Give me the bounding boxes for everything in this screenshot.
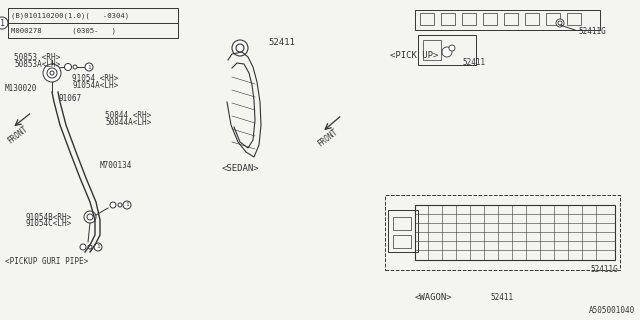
Circle shape [118,203,122,207]
Circle shape [556,19,564,27]
Text: <PICKUP GURI PIPE>: <PICKUP GURI PIPE> [5,258,88,267]
Text: 50844A<LH>: 50844A<LH> [105,117,151,126]
Text: 52411: 52411 [268,37,295,46]
Bar [567,13,581,25]
Circle shape [94,243,102,251]
Text: M000278       (0305-   ): M000278 (0305- ) [11,27,116,34]
Circle shape [50,71,54,75]
Text: 52411: 52411 [462,58,485,67]
Text: M700134: M700134 [100,161,132,170]
Text: 91054 <RH>: 91054 <RH> [72,74,118,83]
Circle shape [449,45,455,51]
Text: (B)010110200(1.0)(   -0304): (B)010110200(1.0)( -0304) [11,12,129,19]
Bar [8,8,178,38]
Text: 1: 1 [125,203,129,207]
Circle shape [0,17,8,29]
Text: 91054B<RH>: 91054B<RH> [25,212,71,221]
Circle shape [110,202,116,208]
Bar [388,210,418,252]
Bar [415,10,600,30]
Bar [423,40,441,60]
Bar [418,35,476,65]
Text: <WAGON>: <WAGON> [415,293,452,302]
Text: <SEDAN>: <SEDAN> [222,164,260,172]
Text: 50844 <RH>: 50844 <RH> [105,110,151,119]
Circle shape [43,64,61,82]
Text: <PICK UP>: <PICK UP> [390,51,438,60]
Text: 52411G: 52411G [578,27,605,36]
Circle shape [88,245,92,249]
Circle shape [47,68,57,78]
Circle shape [87,214,93,220]
Circle shape [123,201,131,209]
Text: 1: 1 [87,65,91,69]
Circle shape [73,65,77,69]
Text: FRONT: FRONT [6,124,30,146]
Text: 52411: 52411 [490,293,513,302]
Text: M130020: M130020 [5,84,37,92]
Bar [420,13,434,25]
Bar [441,13,455,25]
Text: 50853 <RH>: 50853 <RH> [14,52,60,61]
Text: 91054A<LH>: 91054A<LH> [72,81,118,90]
Circle shape [80,244,86,250]
Text: 91067: 91067 [58,93,81,102]
Bar [385,195,620,270]
Bar [525,13,539,25]
Bar [393,217,411,230]
Bar [393,235,411,248]
Bar [415,205,615,260]
Circle shape [442,47,452,57]
Text: 91054C<LH>: 91054C<LH> [25,220,71,228]
Text: A505001040: A505001040 [589,306,635,315]
Circle shape [65,63,72,70]
Circle shape [84,211,96,223]
Text: 1: 1 [96,244,100,250]
Circle shape [236,44,244,52]
Circle shape [558,21,562,25]
Text: FRONT: FRONT [316,127,340,149]
Bar [546,13,560,25]
Text: 1: 1 [0,19,4,28]
Bar [462,13,476,25]
Text: 52411G: 52411G [590,266,618,275]
Circle shape [232,40,248,56]
Bar [483,13,497,25]
Text: 50853A<LH>: 50853A<LH> [14,60,60,68]
Bar [504,13,518,25]
Circle shape [85,63,93,71]
